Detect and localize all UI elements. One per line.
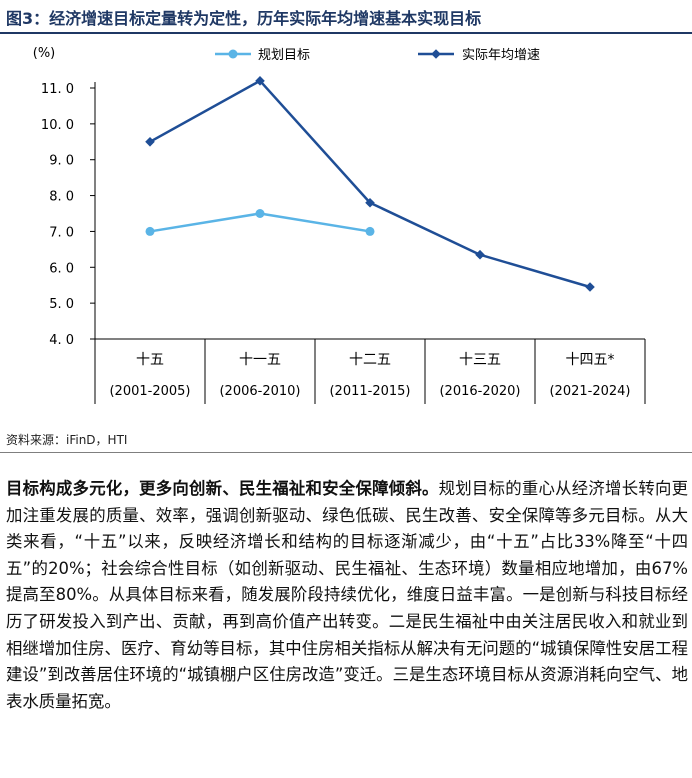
series-point-actual xyxy=(475,249,485,260)
y-tick-label: 10. 0 xyxy=(41,118,74,133)
series-layer xyxy=(145,76,595,292)
y-tick-label: 9. 0 xyxy=(49,154,74,169)
y-tick-label: 8. 0 xyxy=(49,190,74,205)
legend-marker xyxy=(431,49,441,59)
paragraph-lead: 目标构成多元化，更多向创新、民生福祉和安全保障倾斜。 xyxy=(6,479,439,498)
growth-line-chart: (%) 4. 0 5. 0 6. 0 7. 0 8. 0 9. 0 10. 0 11. 0 十五… xyxy=(33,46,646,404)
x-axis: 十五 (2001-2005) 十一五 (2006-2010) 十二五 (2011-2015… xyxy=(94,338,646,404)
y-axis: (%) 4. 0 5. 0 6. 0 7. 0 8. 0 9. 0 10. 0 11. 0 xyxy=(33,46,96,348)
series-point-target xyxy=(145,226,155,236)
y-tick-label: 5. 0 xyxy=(49,297,74,312)
y-axis-unit-label: (%) xyxy=(33,46,56,61)
figure-header: 图3：经济增速目标定量转为定性，历年实际年均增速基本实现目标 xyxy=(0,0,692,34)
series-point-actual xyxy=(255,76,265,86)
series-line-1 xyxy=(149,79,591,289)
y-tick-label: 7. 0 xyxy=(49,225,74,240)
y-tick-label: 4. 0 xyxy=(49,333,74,348)
legend-label: 规划目标 xyxy=(258,48,310,63)
legend-label: 实际年均增速 xyxy=(462,48,540,63)
x-category-label: 十三五 xyxy=(459,352,501,368)
x-category-period: (2001-2005) xyxy=(109,384,190,399)
x-category-period: (2011-2015) xyxy=(329,384,410,399)
series-point-target xyxy=(255,209,265,218)
x-category-period: (2006-2010) xyxy=(219,384,300,399)
divider xyxy=(0,452,692,453)
series-point-actual xyxy=(145,136,155,147)
x-category-label: 十五 xyxy=(136,352,164,368)
x-category-label: 十二五 xyxy=(349,352,391,368)
x-category-label: 十四五* xyxy=(566,352,615,368)
legend-marker xyxy=(228,49,238,59)
figure-title: 图3：经济增速目标定量转为定性，历年实际年均增速基本实现目标 xyxy=(6,9,482,28)
x-category-period: (2021-2024) xyxy=(549,384,630,399)
paragraph-text: 规划目标的重心从经济增长转向更加注重发展的质量、效率，强调创新驱动、绿色低碳、民… xyxy=(6,479,689,711)
series-point-target xyxy=(365,226,375,236)
y-tick-label: 11. 0 xyxy=(41,82,74,97)
source-note: 资料来源：iFinD，HTI xyxy=(6,433,128,447)
y-tick-label: 6. 0 xyxy=(49,261,74,276)
series-point-actual xyxy=(365,197,375,208)
x-category-period: (2016-2020) xyxy=(439,384,520,399)
series-point-actual xyxy=(585,282,595,292)
x-category-label: 十一五 xyxy=(239,352,281,368)
body-paragraph: 目标构成多元化，更多向创新、民生福祉和安全保障倾斜。规划目标的重心从经济增长转向… xyxy=(6,476,688,715)
chart-legend: 规划目标 实际年均增速 xyxy=(215,48,540,63)
